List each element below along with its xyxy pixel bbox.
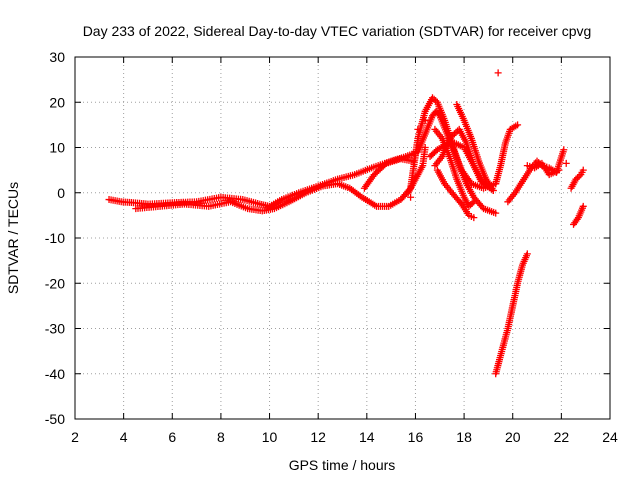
data-point [579,202,587,210]
chart-title: Day 233 of 2022, Sidereal Day-to-day VTE… [83,23,592,39]
x-tick-label: 6 [168,429,176,445]
y-tick-label: -40 [45,366,65,382]
x-tick-label: 8 [217,429,225,445]
x-tick-label: 22 [554,429,570,445]
x-tick-label: 18 [456,429,472,445]
y-axis-label: SDTVAR / TECUs [5,182,21,294]
x-axis-label: GPS time / hours [289,457,396,473]
data-point [514,121,522,129]
data-point [575,172,583,180]
x-tick-label: 16 [408,429,424,445]
data-point [456,198,464,206]
y-tick-label: -10 [45,230,65,246]
data-point [579,166,587,174]
grid-lines [75,57,610,419]
data-point [470,198,478,206]
x-tick-label: 20 [505,429,521,445]
data-point [468,199,476,207]
data-point [428,94,436,102]
data-points [105,69,587,378]
data-point [489,186,497,194]
data-point [407,193,415,201]
data-point [572,175,580,183]
y-tick-labels: -50 -40 -30 -20 -10 0 10 20 30 [45,49,65,427]
data-point [421,144,429,151]
data-point [555,166,563,174]
data-point [492,209,500,217]
data-point [446,134,453,142]
y-tick-label: 30 [49,49,65,65]
data-point [562,159,570,167]
axis-ticks [74,56,611,420]
x-tick-labels: 2 4 6 8 10 12 14 16 18 20 22 24 [71,429,618,445]
data-point [470,214,478,222]
y-tick-label: -50 [45,411,65,427]
x-tick-label: 2 [71,429,79,445]
data-point [414,125,422,133]
data-point [421,116,429,124]
x-tick-label: 14 [359,429,375,445]
data-point [432,97,440,105]
x-tick-label: 4 [120,429,128,445]
data-point [452,128,460,136]
y-tick-label: 0 [57,185,65,201]
data-point [409,157,417,165]
data-point [381,161,389,169]
y-tick-label: 10 [49,140,65,156]
data-point [447,133,455,141]
y-tick-label: -20 [45,275,65,291]
data-point [450,130,458,138]
data-point [574,174,582,182]
data-point [494,69,502,77]
data-point [465,202,473,210]
data-point [523,250,531,258]
y-tick-label: 20 [49,94,65,110]
data-point [449,131,457,139]
x-tick-label: 10 [262,429,278,445]
x-tick-label: 24 [602,429,618,445]
data-point [430,95,438,103]
y-tick-label: -30 [45,321,65,337]
x-tick-label: 12 [310,429,326,445]
data-point [467,201,475,209]
data-point [560,146,568,154]
